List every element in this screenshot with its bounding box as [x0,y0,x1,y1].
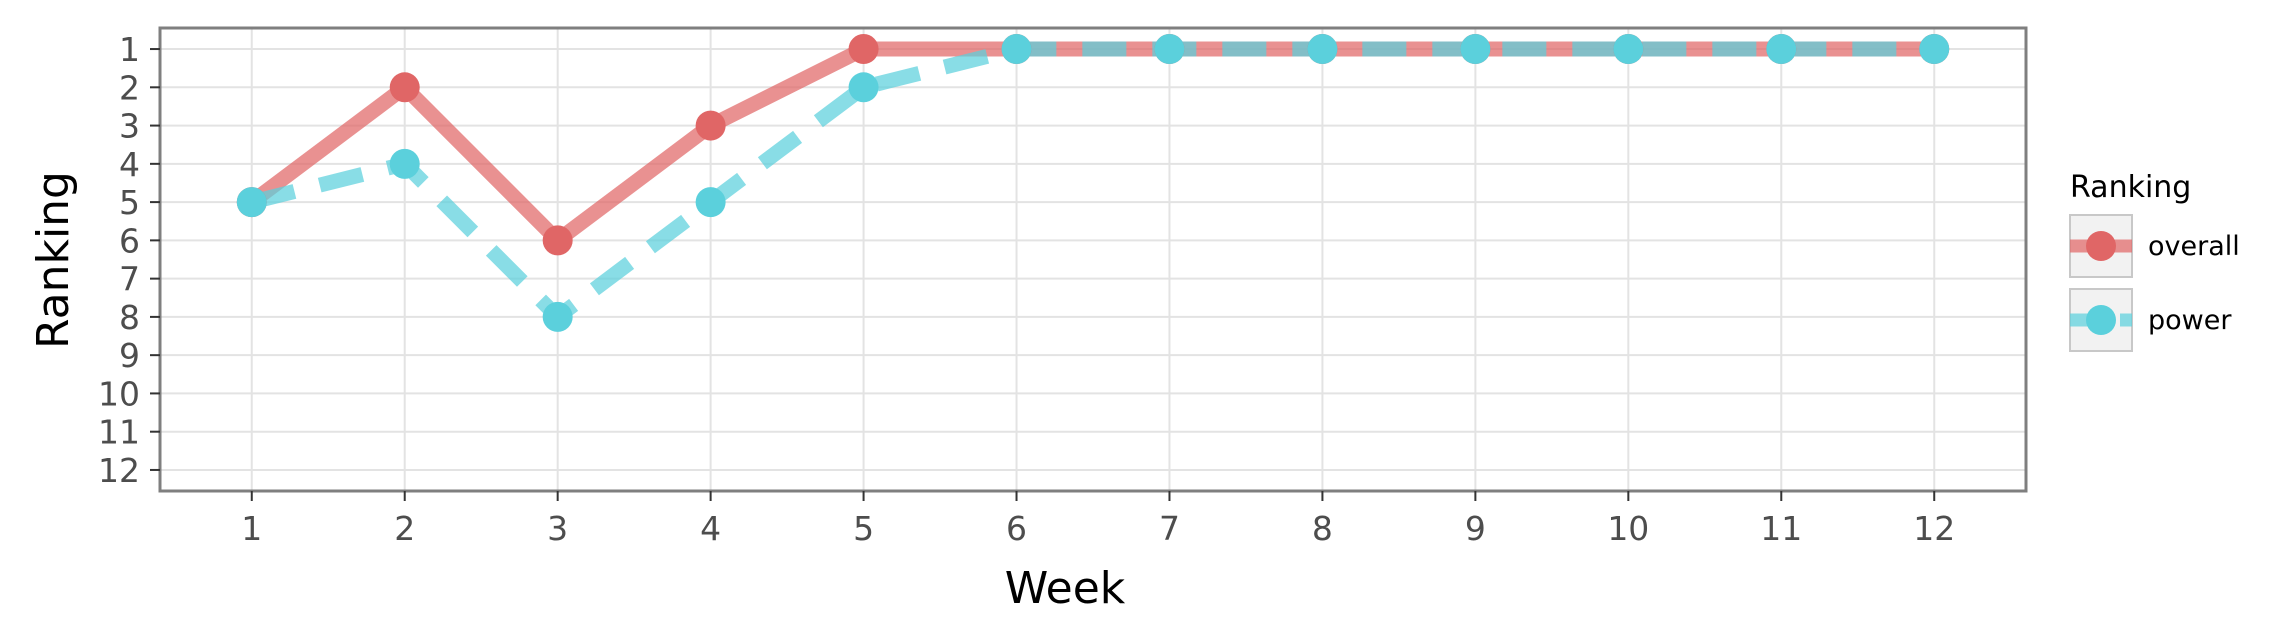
data-point-power [848,72,879,103]
x-axis-ticks: 1 2 3 4 5 6 7 8 9 10 11 12 [241,491,1955,548]
legend-label-power: power [2148,305,2232,336]
data-point-power [236,187,267,218]
data-point-power [1613,34,1644,65]
y-tick-label: 11 [98,413,140,452]
series-line-power [249,41,1935,325]
x-tick-label: 10 [1607,509,1649,548]
legend: Ranking overall power [2069,170,2240,352]
grid-lines [160,28,2026,491]
y-tick-label: 1 [119,30,140,69]
y-axis-title: Ranking [28,171,79,349]
x-tick-label: 12 [1913,509,1955,548]
y-tick-label: 7 [119,260,140,299]
x-tick-label: 2 [394,509,415,548]
x-tick-label: 3 [547,509,568,548]
plot-border [158,26,2028,493]
data-point-power [1919,34,1950,65]
legend-key-point [2086,305,2116,335]
data-point-power [1154,34,1185,65]
data-point-power [1766,34,1797,65]
x-tick-label: 8 [1312,509,1333,548]
x-tick-label: 9 [1465,509,1486,548]
series-points [236,34,1950,332]
data-point-power [1307,34,1338,65]
x-tick-label: 6 [1006,509,1027,548]
legend-label-overall: overall [2148,231,2240,262]
y-tick-label: 8 [119,298,140,337]
y-tick-label: 5 [119,183,140,222]
y-tick-label: 2 [119,68,140,107]
y-tick-label: 6 [119,221,140,260]
data-point-overall [848,34,879,65]
y-tick-label: 10 [98,374,140,413]
x-tick-label: 11 [1760,509,1802,548]
data-point-overall [695,110,726,141]
data-point-power [695,187,726,218]
x-tick-label: 7 [1159,509,1180,548]
data-point-power [542,301,573,332]
data-point-overall [389,72,420,103]
x-axis-title: Week [1005,563,1126,614]
y-tick-label: 4 [119,145,140,184]
x-tick-label: 1 [241,509,262,548]
legend-key-point [2086,231,2116,261]
data-point-power [1460,34,1491,65]
x-tick-label: 5 [853,509,874,548]
y-tick-label: 9 [119,336,140,375]
y-tick-label: 12 [98,451,140,490]
data-point-power [1001,34,1032,65]
series-lines [247,41,1935,325]
data-point-overall [542,225,573,256]
y-tick-label: 3 [119,107,140,146]
x-tick-label: 4 [700,509,721,548]
data-point-power [389,148,420,179]
legend-title: Ranking [2070,170,2191,205]
legend-items: overall power [2069,214,2240,352]
